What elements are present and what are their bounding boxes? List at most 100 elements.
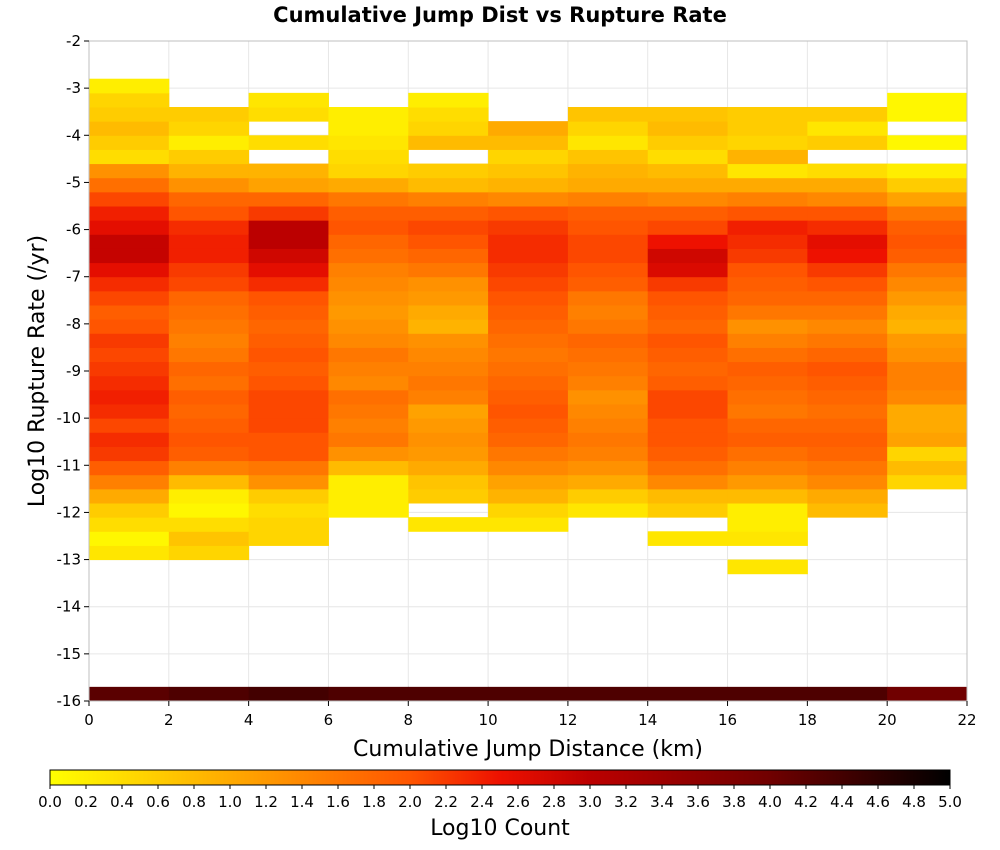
heatmap-cell [248, 206, 329, 221]
heatmap-cell [647, 474, 729, 490]
heatmap-cell [168, 389, 250, 405]
heatmap-cell [328, 177, 409, 193]
heatmap-cell [488, 446, 569, 462]
colorbar-label: Log10 Count [430, 816, 570, 841]
heatmap-cell [168, 517, 250, 532]
heatmap-cell [727, 404, 808, 419]
heatmap-cell [727, 290, 808, 306]
heatmap-cell [647, 191, 729, 207]
heatmap-cell [807, 206, 888, 221]
heatmap-cell [168, 432, 250, 447]
heatmap-cell [328, 163, 409, 179]
heatmap-cell [647, 404, 729, 419]
heatmap-cell [328, 503, 409, 518]
heatmap-cell [248, 92, 329, 108]
heatmap-cell [168, 248, 250, 264]
heatmap-cell [887, 290, 968, 306]
heatmap-cell [248, 404, 329, 419]
heatmap-cell [248, 361, 329, 377]
heatmap-cell [567, 290, 649, 306]
heatmap-cell [328, 488, 409, 504]
heatmap-cell [168, 149, 250, 165]
heatmap-cell [807, 488, 888, 504]
heatmap-cell [887, 446, 968, 462]
heatmap-cell [328, 290, 409, 306]
heatmap-cell [89, 107, 170, 122]
heatmap-cell [408, 389, 489, 405]
heatmap-cell [807, 290, 888, 306]
heatmap-cell [248, 163, 329, 179]
heatmap-cell [807, 220, 888, 235]
heatmap-cell [168, 418, 250, 433]
heatmap-cell [168, 531, 250, 546]
y-tick-label: -4 [66, 126, 81, 144]
heatmap-cell [807, 474, 888, 490]
heatmap-cell [89, 333, 170, 348]
heatmap-cell [408, 474, 489, 490]
heatmap-cell [488, 432, 569, 447]
heatmap-cell [727, 559, 808, 575]
heatmap-cell [168, 404, 250, 419]
heatmap-cell [887, 418, 968, 433]
heatmap-cell [647, 333, 729, 348]
heatmap-cell [567, 135, 649, 150]
heatmap-cell [647, 418, 729, 433]
heatmap-cell [408, 361, 489, 377]
x-tick-label: 0 [84, 711, 94, 729]
heatmap-cell [328, 446, 409, 462]
y-tick-label: -16 [57, 692, 82, 710]
heatmap-cell [488, 404, 569, 419]
heatmap-cell [807, 347, 888, 363]
heatmap-cell [488, 517, 569, 532]
heatmap-cell [408, 92, 489, 108]
heatmap-cell [408, 404, 489, 419]
heatmap-cell [807, 460, 888, 476]
heatmap-cell [328, 347, 409, 363]
heatmap-cell [328, 432, 409, 447]
heatmap-cell [248, 432, 329, 447]
heatmap-cell [807, 375, 888, 391]
heatmap-cell [168, 305, 250, 320]
heatmap-cell [168, 460, 250, 476]
heatmap-cell [887, 206, 968, 221]
heatmap-cell [727, 686, 808, 702]
heatmap-cell [248, 418, 329, 433]
heatmap-cell [488, 177, 569, 193]
heatmap-cell [647, 177, 729, 193]
colorbar-tick-label: 2.4 [470, 793, 494, 811]
heatmap-cell [647, 149, 729, 165]
heatmap-cell [727, 177, 808, 193]
heatmap-cell [408, 262, 489, 278]
heatmap-cell [168, 290, 250, 306]
heatmap-cell [408, 290, 489, 306]
heatmap-cell [887, 389, 968, 405]
heatmap-cell [727, 262, 808, 278]
heatmap-cell [887, 375, 968, 391]
heatmap-cell [887, 305, 968, 320]
heatmap-cell [567, 333, 649, 348]
heatmap-cell [887, 319, 968, 334]
heatmap-cell [567, 248, 649, 264]
colorbar-tick-label: 5.0 [938, 793, 962, 811]
y-tick-label: -3 [66, 79, 81, 97]
x-axis-label: Cumulative Jump Distance (km) [353, 737, 703, 762]
heatmap-cell [248, 319, 329, 334]
heatmap-cell [807, 262, 888, 278]
heatmap-cell [248, 234, 329, 249]
heatmap-cell [89, 404, 170, 419]
heatmap-cell [567, 121, 649, 136]
heatmap-cell [488, 220, 569, 235]
heatmap-cell [488, 206, 569, 221]
colorbar-tick-label: 3.4 [650, 793, 674, 811]
heatmap-cell [248, 375, 329, 391]
colorbar-tick-label: 2.6 [506, 793, 530, 811]
heatmap-cell [488, 248, 569, 264]
x-tick-label: 18 [798, 711, 817, 729]
y-tick-label: -9 [66, 362, 81, 380]
heatmap-cell [567, 319, 649, 334]
x-tick-label: 16 [718, 711, 737, 729]
heatmap-cell [647, 389, 729, 405]
colorbar-tick-label: 2.0 [398, 793, 422, 811]
heatmap-cell [89, 305, 170, 320]
heatmap-cell [647, 361, 729, 377]
